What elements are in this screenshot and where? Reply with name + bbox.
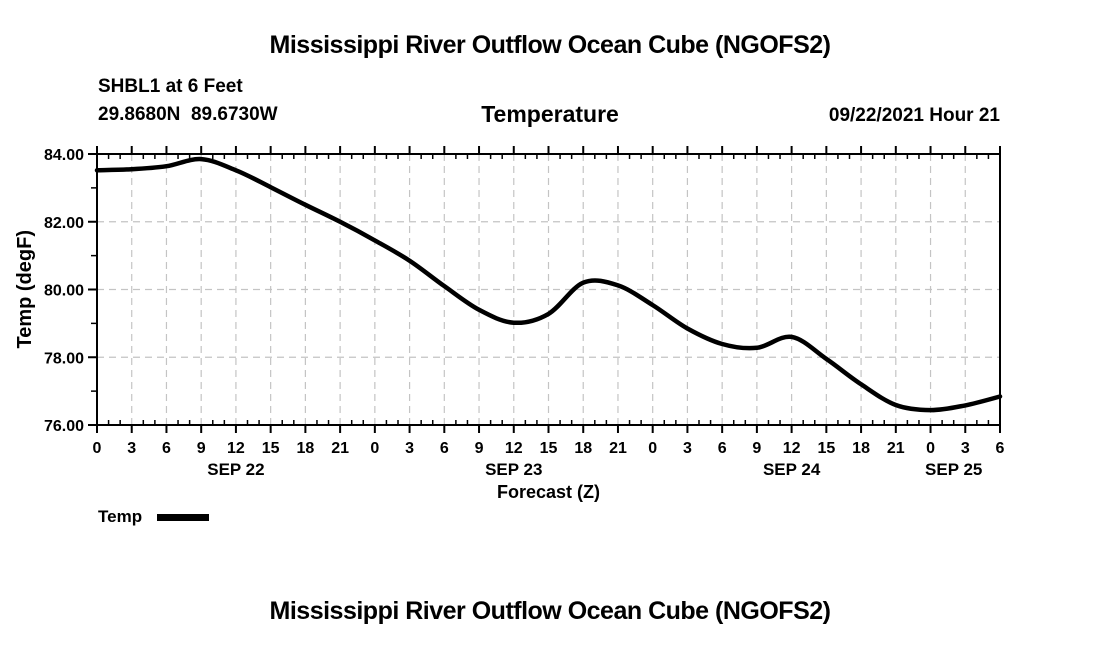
x-tick-label: 6 (718, 440, 727, 457)
x-tick-label: 0 (93, 440, 102, 457)
x-tick-label: 18 (574, 440, 592, 457)
y-tick-label: 80.00 (44, 283, 84, 300)
date-label: SEP 24 (763, 460, 821, 479)
x-tick-label: 18 (296, 440, 314, 457)
x-tick-label: 9 (197, 440, 206, 457)
temp-series-line (94, 156, 1003, 413)
y-tick-label: 78.00 (44, 350, 84, 367)
date-label: SEP 22 (207, 460, 264, 479)
x-tick-label: 0 (648, 440, 657, 457)
y-tick-label: 76.00 (44, 418, 84, 435)
top-title: Mississippi River Outflow Ocean Cube (NG… (269, 31, 831, 59)
x-tick-label: 12 (227, 440, 245, 457)
x-tick-label: 9 (475, 440, 484, 457)
chart-legend: Temp (98, 507, 210, 527)
plot-type-label: Temperature (481, 101, 619, 127)
x-tick-label: 6 (440, 440, 449, 457)
x-tick-label: 15 (817, 440, 835, 457)
x-tick-label: 6 (996, 440, 1005, 457)
x-tick-label: 0 (370, 440, 379, 457)
x-tick-label: 6 (162, 440, 171, 457)
date-label: SEP 23 (485, 460, 542, 479)
date-label: SEP 25 (925, 460, 982, 479)
x-tick-label: 21 (609, 440, 627, 457)
legend-series-label: Temp (98, 507, 143, 526)
x-tick-label: 3 (683, 440, 692, 457)
legend-line-swatch (157, 513, 210, 521)
x-tick-label: 0 (926, 440, 935, 457)
x-tick-label: 3 (961, 440, 970, 457)
forecast-datetime-label: 09/22/2021 Hour 21 (828, 105, 1000, 126)
x-tick-label: 15 (540, 440, 558, 457)
x-tick-label: 21 (887, 440, 905, 457)
station-id-label: SHBL1 at 6 Feet (98, 76, 243, 97)
x-axis-title: Forecast (Z) (496, 482, 601, 502)
x-tick-label: 3 (127, 440, 136, 457)
x-tick-label: 18 (852, 440, 870, 457)
bottom-title: Mississippi River Outflow Ocean Cube (NG… (269, 597, 831, 625)
station-coordinates-label: 29.8680N 89.6730W (98, 104, 278, 125)
y-tick-label: 82.00 (44, 215, 84, 232)
x-tick-label: 21 (331, 440, 349, 457)
x-tick-label: 12 (505, 440, 523, 457)
y-tick-label: 84.00 (44, 147, 84, 164)
x-tick-label: 9 (752, 440, 761, 457)
x-tick-label: 15 (262, 440, 280, 457)
x-tick-label: 12 (783, 440, 801, 457)
x-tick-label: 3 (405, 440, 414, 457)
